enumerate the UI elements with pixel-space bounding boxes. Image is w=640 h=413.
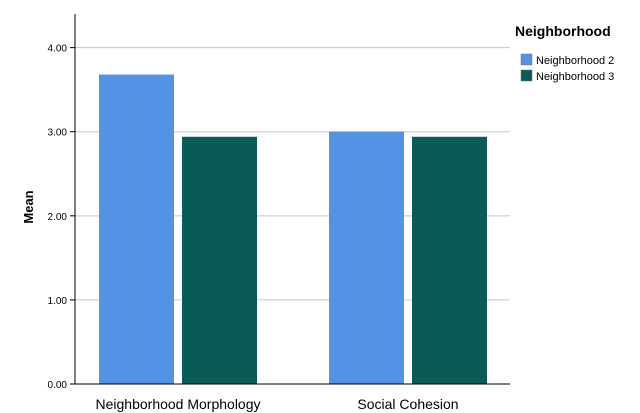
legend-entry-label: Neighborhood 3 (536, 71, 614, 83)
legend-entry-label: Neighborhood 2 (536, 55, 614, 67)
bar-neighborhood-3-social-cohesion (412, 136, 487, 384)
bar-neighborhood-2-social-cohesion (329, 131, 404, 384)
y-tick-label: 3.00 (48, 128, 68, 139)
y-tick-label: 0.00 (48, 380, 68, 391)
y-tick-label: 1.00 (48, 296, 68, 307)
x-tick-label: Social Cohesion (357, 396, 458, 412)
legend: Neighborhood Neighborhood 2 Neighborhood … (515, 23, 614, 83)
legend-title: Neighborhood (515, 23, 611, 39)
bar-neighborhood-2-neighborhood-morphology (99, 74, 174, 384)
bar-neighborhood-3-neighborhood-morphology (182, 136, 257, 384)
legend-swatch (520, 53, 533, 66)
y-axis-label: Mean (21, 190, 36, 223)
bars (99, 74, 487, 384)
y-tick-label: 4.00 (48, 44, 68, 55)
legend-swatch (520, 69, 533, 82)
axes: 0.00 1.00 2.00 3.00 4.00 Neighborhood Morphol… (48, 14, 510, 412)
x-tick-label: Neighborhood Morphology (96, 396, 261, 412)
y-tick-label: 2.00 (48, 212, 68, 223)
